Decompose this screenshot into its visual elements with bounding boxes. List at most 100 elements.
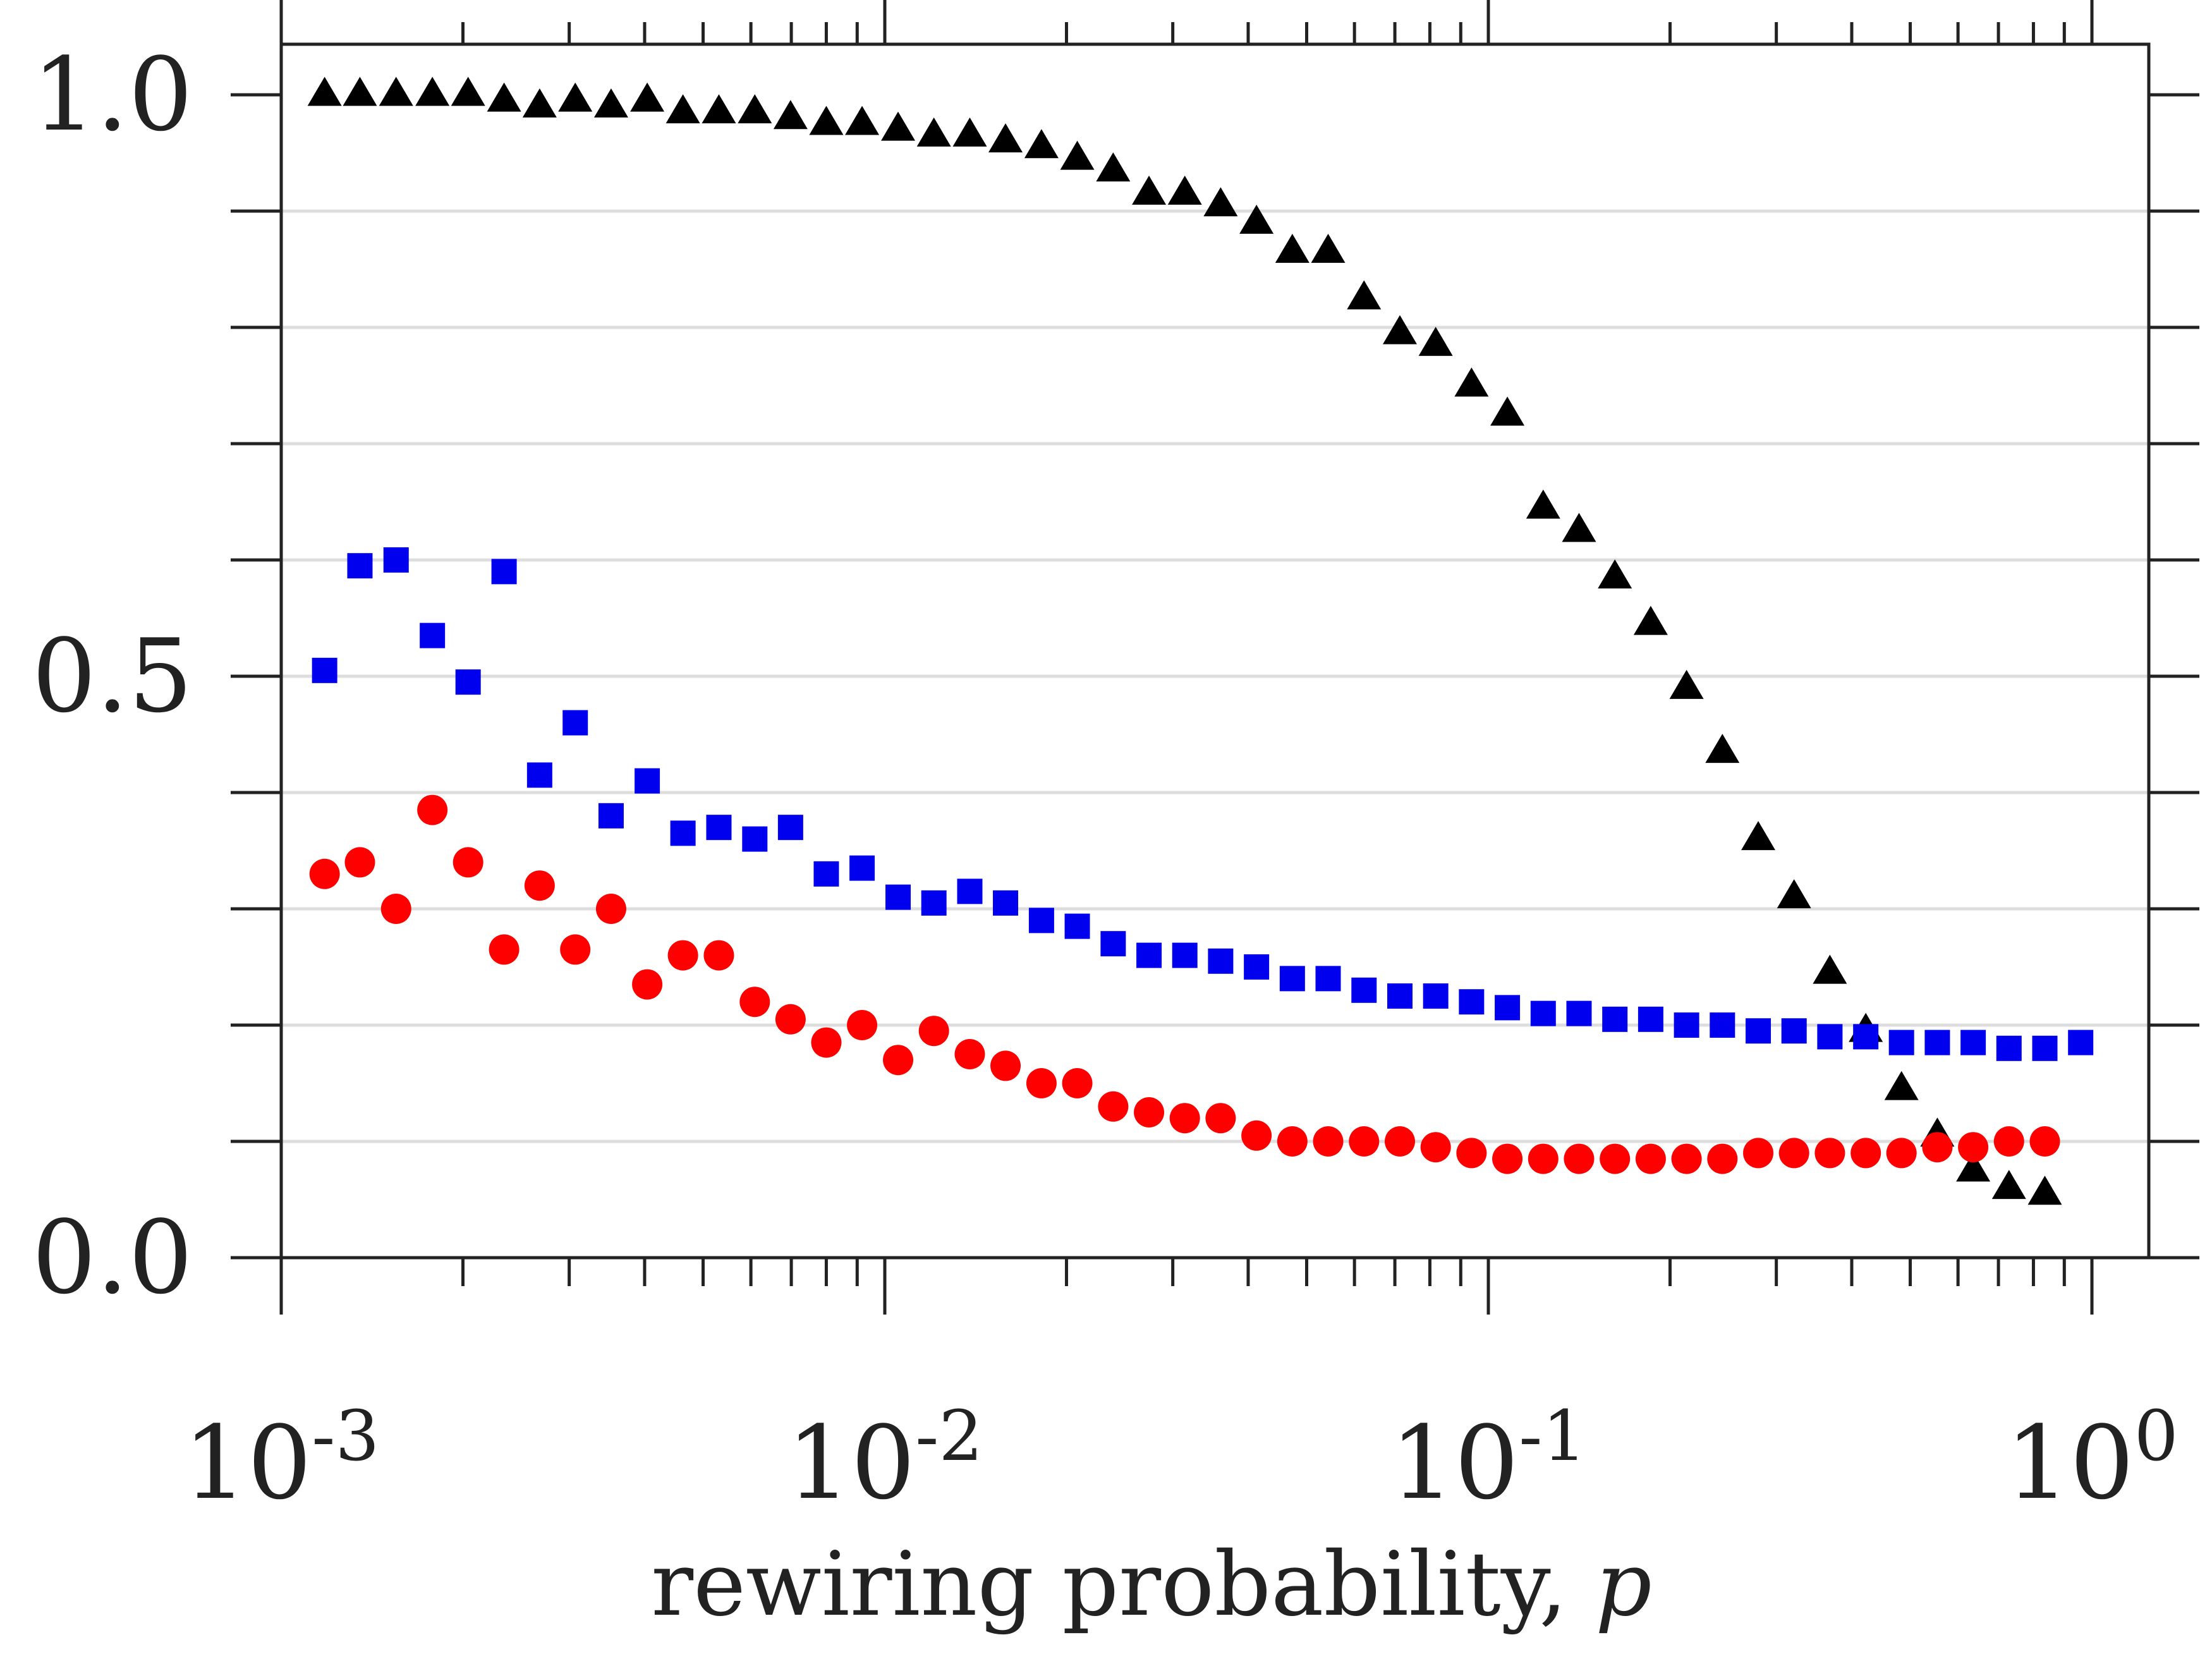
triangle-point [988, 123, 1023, 153]
x-tick-label-base: 10 [787, 1404, 916, 1522]
gridlines [281, 209, 2149, 1143]
circle-point [1420, 1132, 1451, 1163]
x-tick-label-exponent: 0 [2134, 1395, 2179, 1476]
triangle-point [665, 94, 700, 124]
x-tick-label-base: 10 [183, 1404, 312, 1522]
circle-point [453, 847, 483, 878]
triangle-point [773, 100, 808, 130]
circle-point [1169, 1103, 1200, 1134]
triangle-point [451, 76, 485, 106]
circle-point [2029, 1126, 2060, 1157]
square-point [455, 669, 481, 695]
y-tick-label: 0.0 [32, 1198, 193, 1316]
triangle-point [1526, 489, 1560, 519]
square-point [1853, 1024, 1879, 1050]
triangle-point [845, 106, 880, 135]
triangle-point [1024, 129, 1059, 159]
square-point [635, 768, 660, 794]
circle-point [739, 987, 770, 1018]
circle-point [560, 934, 591, 965]
square-point [347, 553, 373, 579]
tick-labels: 0.00.51.010-3 10-2 10-1 100 [32, 35, 2179, 1522]
circle-point [309, 858, 340, 889]
triangle-point [1096, 152, 1131, 182]
square-point [598, 803, 624, 829]
triangle-point [1562, 513, 1596, 542]
x-tick-label: 10-1 [1390, 1395, 1587, 1522]
triangle-point [1741, 821, 1776, 851]
square-point [706, 815, 732, 841]
square-point [1136, 942, 1162, 968]
triangle-point [1669, 669, 1704, 699]
square-point [1244, 954, 1270, 980]
square-point [742, 826, 768, 852]
circle-point [954, 1039, 985, 1069]
square-point [1638, 1006, 1663, 1032]
square-point [1746, 1018, 1771, 1044]
circle-point [1098, 1091, 1129, 1122]
circle-point [1456, 1138, 1487, 1169]
circle-point [1600, 1143, 1631, 1174]
square-point [1888, 1030, 1914, 1055]
x-tick-label-exponent: -1 [1519, 1395, 1586, 1476]
circle-point [667, 940, 698, 971]
circle-point [489, 934, 520, 965]
square-point [1710, 1012, 1735, 1038]
triangle-point [1991, 1170, 2026, 1200]
circle-point [1564, 1143, 1595, 1174]
triangle-point [1060, 140, 1095, 170]
circle-point [1062, 1068, 1093, 1098]
square-point [420, 623, 446, 648]
square-point [993, 890, 1019, 916]
triangle-point [630, 82, 665, 112]
triangle-point [487, 82, 521, 112]
triangle-point [2027, 1176, 2062, 1205]
x-tick-label-exponent: -2 [915, 1395, 983, 1476]
circle-point [1384, 1126, 1415, 1157]
data-marks [307, 76, 2094, 1205]
square-point [1100, 931, 1126, 957]
triangle-point [809, 106, 844, 135]
x-tick-label-base: 10 [2005, 1404, 2134, 1522]
triangle-point [1132, 175, 1167, 205]
triangle-point [738, 94, 772, 124]
x-tick-label-exponent: -3 [312, 1395, 379, 1476]
square-point [1530, 1000, 1556, 1026]
circle-point [1528, 1143, 1559, 1174]
circle-point [1743, 1138, 1774, 1169]
circle-point [847, 1010, 878, 1040]
triangle-point [1705, 734, 1740, 763]
square-point [1924, 1030, 1950, 1055]
square-point [1459, 989, 1485, 1015]
circle-point [344, 847, 375, 878]
triangle-point [1275, 233, 1310, 263]
square-point [312, 657, 337, 683]
triangle-point [1956, 1152, 1991, 1182]
triangle-point [1418, 327, 1453, 356]
circle-point [811, 1027, 842, 1058]
circle-point [1671, 1143, 1702, 1174]
square-point [670, 820, 696, 846]
triangle-point [1454, 367, 1489, 397]
x-axis-label: rewiring probability, p [651, 1533, 1652, 1636]
square-point [1279, 966, 1305, 992]
square-point [1208, 948, 1234, 974]
triangle-point [1490, 396, 1525, 426]
circle-point [595, 894, 626, 924]
square-point [2068, 1030, 2094, 1055]
plot-frame [279, 42, 2151, 1260]
x-tick-label: 10-2 [787, 1395, 983, 1522]
triangle-point [1777, 879, 1811, 909]
triangle-point [1633, 605, 1668, 635]
x-axis-label-variable: p [1595, 1533, 1652, 1636]
triangle-point [558, 82, 593, 112]
circle-point [1134, 1097, 1165, 1127]
circle-point [1922, 1132, 1953, 1163]
circle-point [524, 870, 555, 901]
circle-point [1313, 1126, 1344, 1157]
circle-point [703, 940, 734, 971]
square-point [1817, 1024, 1843, 1050]
circle-point [1814, 1138, 1845, 1169]
x-tick-label-base: 10 [1390, 1404, 1519, 1522]
